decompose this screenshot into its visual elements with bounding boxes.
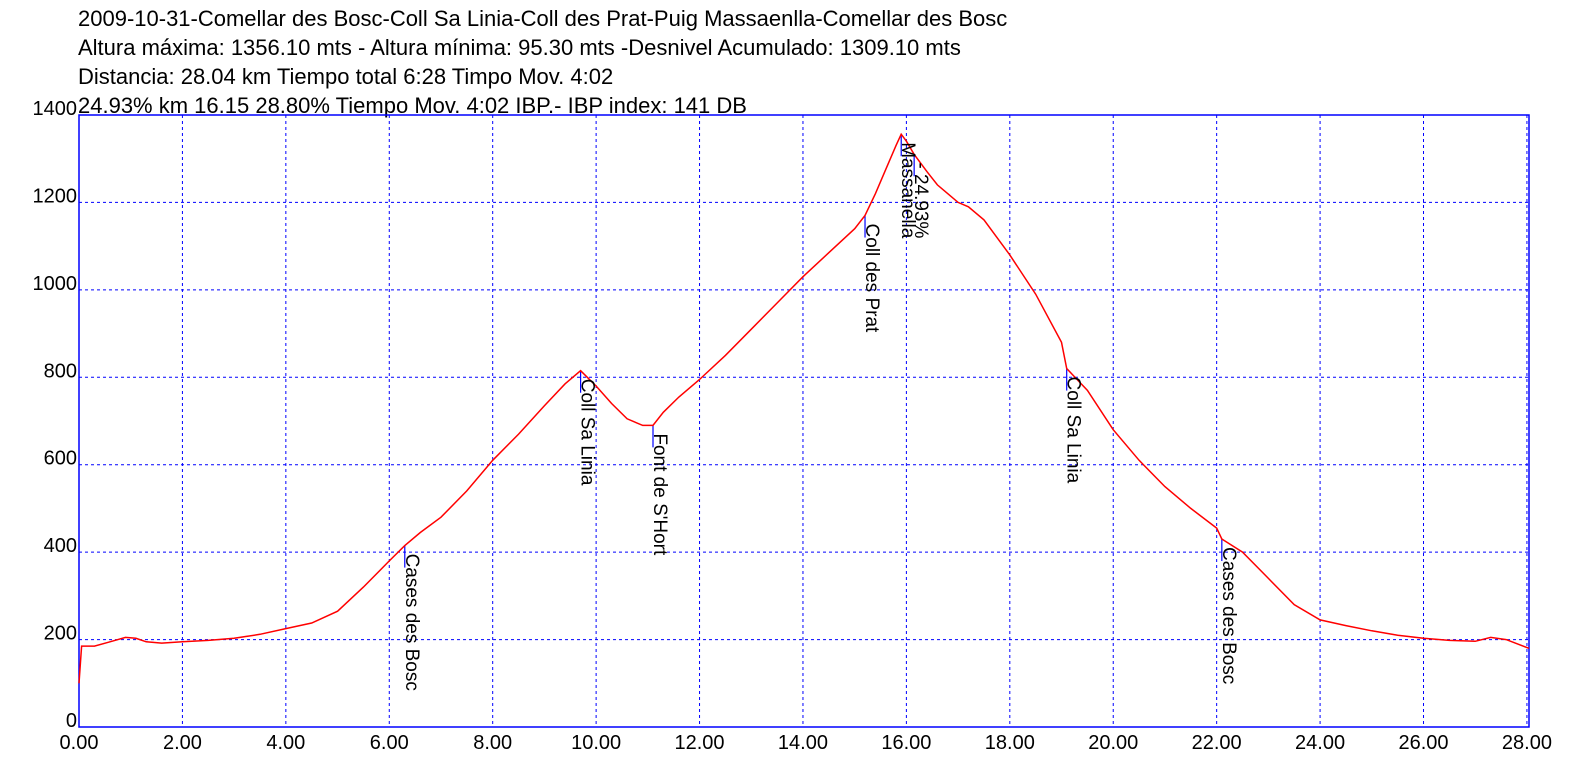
annotation-label: Coll des Prat bbox=[861, 224, 882, 333]
x-tick-label: 16.00 bbox=[881, 732, 931, 754]
distance-time-summary: Distancia: 28.04 km Tiempo total 6:28 Ti… bbox=[78, 64, 614, 89]
x-tick-label: 24.00 bbox=[1295, 732, 1345, 754]
x-tick-label: 8.00 bbox=[473, 732, 512, 754]
x-tick-label: 14.00 bbox=[778, 732, 828, 754]
annotation-label: Coll Sa Linia bbox=[1063, 377, 1084, 484]
x-tick-label: 26.00 bbox=[1398, 732, 1448, 754]
altitude-summary: Altura máxima: 1356.10 mts - Altura míni… bbox=[78, 35, 961, 60]
x-tick-label: 28.00 bbox=[1502, 732, 1552, 754]
y-tick-label: 0 bbox=[66, 710, 77, 732]
y-tick-label: 1200 bbox=[33, 185, 78, 207]
plot-frame bbox=[78, 114, 1530, 728]
marker-layer bbox=[404, 134, 1223, 568]
x-tick-label: 12.00 bbox=[675, 732, 725, 754]
y-tick-label: 200 bbox=[44, 623, 77, 645]
annotation-labels: Cases des Bosc Coll Sa Linia Font de S'Hor… bbox=[401, 142, 1239, 691]
y-tick-label: 800 bbox=[44, 360, 77, 382]
grid-layer bbox=[79, 115, 1529, 727]
x-tick-label: 6.00 bbox=[370, 732, 409, 754]
x-tick-label: 2.00 bbox=[163, 732, 202, 754]
x-axis-ticks: 0.00 2.00 4.00 6.00 8.00 10.00 12.00 14.00 16.00… bbox=[60, 732, 1552, 754]
elevation-profile-line bbox=[78, 132, 1530, 684]
annotation-label: Cases des Bosc bbox=[1218, 547, 1239, 684]
y-tick-label: 1000 bbox=[33, 273, 78, 295]
x-tick-label: 22.00 bbox=[1192, 732, 1242, 754]
annotation-label: Cases des Bosc bbox=[401, 554, 422, 691]
annotation-label: Massanella bbox=[897, 142, 918, 239]
x-tick-label: 20.00 bbox=[1088, 732, 1138, 754]
x-tick-label: 0.00 bbox=[60, 732, 99, 754]
y-tick-label: 1400 bbox=[33, 98, 78, 120]
annotation-label: Coll Sa Linia bbox=[577, 379, 598, 486]
x-tick-label: 10.00 bbox=[571, 732, 621, 754]
chart-header: 2009-10-31-Comellar des Bosc-Coll Sa Lin… bbox=[78, 4, 1578, 120]
y-axis-ticks: 0 200 400 600 800 1000 1200 1400 bbox=[33, 98, 78, 732]
y-tick-label: 400 bbox=[44, 535, 77, 557]
annotation-label: Font de S'Hort bbox=[649, 433, 670, 556]
x-tick-label: 4.00 bbox=[266, 732, 305, 754]
y-tick-label: 600 bbox=[44, 448, 77, 470]
chart-title: 2009-10-31-Comellar des Bosc-Coll Sa Lin… bbox=[78, 6, 1008, 31]
annotation-label: - 24.93% bbox=[910, 162, 931, 238]
x-tick-label: 18.00 bbox=[985, 732, 1035, 754]
ibp-summary: 24.93% km 16.15 28.80% Tiempo Mov. 4:02 … bbox=[78, 93, 747, 118]
